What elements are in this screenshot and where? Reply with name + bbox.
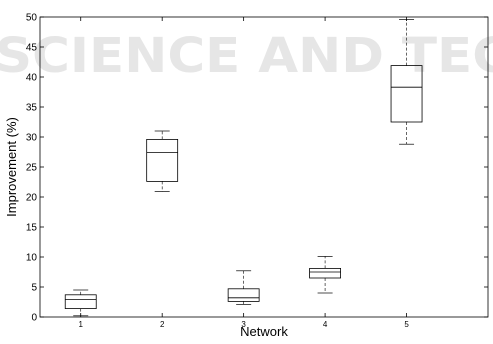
watermark: SCIENCE AND TEC (0, 28, 493, 84)
x-tick-label: 5 (404, 320, 409, 329)
x-axis: 1 2 3 4 5 (79, 17, 409, 329)
y-tick-label: 20 (26, 193, 38, 204)
box-group-4 (309, 256, 341, 294)
y-tick-label: 30 (26, 133, 38, 144)
y-tick-label: 25 (26, 163, 38, 174)
y-tick-label: 0 (31, 313, 37, 324)
box (146, 138, 179, 182)
y-tick-label: 45 (26, 43, 38, 54)
x-axis-title: Network (240, 324, 288, 339)
box (227, 288, 260, 302)
y-tick-label: 15 (26, 223, 38, 234)
box-group-3 (227, 270, 260, 305)
box-group-5 (390, 19, 423, 145)
y-axis: 0 5 10 15 20 25 30 35 40 45 50 (26, 13, 488, 324)
y-tick-label: 35 (26, 103, 38, 114)
x-tick-label: 1 (79, 320, 84, 329)
x-tick-label: 3 (241, 320, 246, 329)
x-tick-label: 2 (160, 320, 165, 329)
box (309, 267, 341, 279)
y-tick-label: 50 (26, 13, 38, 24)
y-tick-label: 40 (26, 73, 38, 84)
box (64, 294, 97, 309)
x-tick-label: 4 (323, 320, 328, 329)
watermark-text: SCIENCE AND TEC (0, 28, 493, 84)
y-tick-label: 10 (26, 253, 38, 264)
y-axis-title: Improvement (%) (4, 117, 19, 217)
y-tick-label: 5 (31, 283, 37, 294)
box-group-1 (64, 289, 97, 317)
box-group-2 (146, 130, 179, 192)
box (390, 65, 423, 123)
boxes (64, 19, 423, 317)
